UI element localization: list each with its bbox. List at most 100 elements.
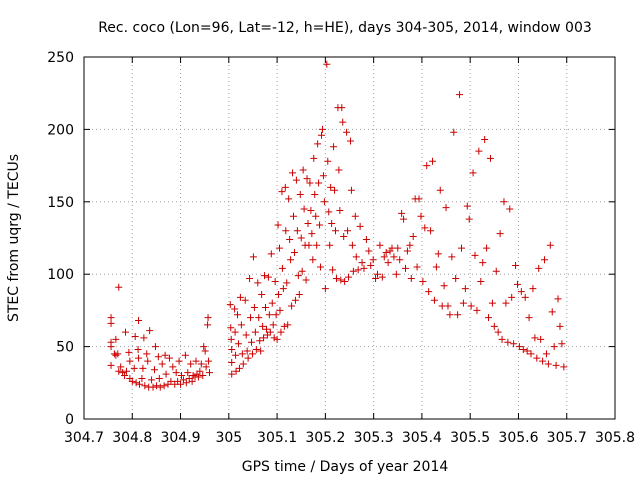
data-point xyxy=(264,273,272,281)
data-point xyxy=(477,277,485,285)
data-point xyxy=(244,354,252,362)
data-point xyxy=(396,256,404,264)
data-point xyxy=(317,263,325,271)
data-point xyxy=(135,317,143,325)
data-point xyxy=(329,266,337,274)
x-axis-label: GPS time / Days of year 2014 xyxy=(242,459,449,475)
data-point xyxy=(246,275,254,283)
data-point xyxy=(121,372,129,380)
data-point xyxy=(309,256,317,264)
data-point xyxy=(384,259,392,267)
data-point xyxy=(287,256,295,264)
data-point xyxy=(294,272,302,280)
data-point xyxy=(257,347,265,355)
data-point xyxy=(446,311,454,319)
data-point xyxy=(184,369,192,377)
data-point xyxy=(148,376,156,384)
data-point xyxy=(232,367,240,375)
data-point xyxy=(380,253,388,261)
data-point xyxy=(508,293,516,301)
data-point xyxy=(172,369,180,377)
data-point xyxy=(297,234,305,242)
data-point xyxy=(463,202,471,210)
data-point xyxy=(107,343,115,351)
data-point xyxy=(274,221,282,229)
data-point xyxy=(228,370,236,378)
data-point xyxy=(519,345,527,353)
data-point xyxy=(398,209,406,217)
data-point xyxy=(275,290,283,298)
data-point xyxy=(266,328,274,336)
data-point xyxy=(231,328,239,336)
data-point xyxy=(390,253,398,261)
data-point xyxy=(204,314,212,322)
data-point xyxy=(285,195,293,203)
data-point xyxy=(128,377,136,385)
data-point xyxy=(179,376,187,384)
data-point xyxy=(318,125,326,133)
data-point xyxy=(525,314,533,322)
data-point xyxy=(432,263,440,271)
data-point xyxy=(535,264,543,272)
data-point xyxy=(479,259,487,267)
x-tick-label: 305.7 xyxy=(547,430,587,446)
data-point xyxy=(542,350,550,358)
data-point xyxy=(259,322,267,330)
data-point xyxy=(442,204,450,212)
points-layer xyxy=(107,60,568,391)
data-point xyxy=(488,299,496,307)
data-point xyxy=(409,233,417,241)
data-point xyxy=(308,230,316,238)
data-point xyxy=(202,363,210,371)
data-point xyxy=(299,166,307,174)
data-point xyxy=(243,347,251,355)
data-point xyxy=(291,296,299,304)
data-point xyxy=(271,277,279,285)
data-point xyxy=(160,382,168,390)
data-point xyxy=(362,235,370,243)
data-point xyxy=(465,215,473,223)
y-tick-label: 100 xyxy=(47,267,74,283)
data-point xyxy=(311,191,319,199)
data-point xyxy=(261,272,269,280)
data-point xyxy=(135,354,143,362)
data-point xyxy=(185,374,193,382)
data-point xyxy=(307,206,315,214)
data-point xyxy=(290,248,298,256)
data-point xyxy=(161,351,169,359)
data-point xyxy=(314,140,322,148)
data-point xyxy=(533,354,541,362)
data-point xyxy=(515,343,523,351)
data-point xyxy=(196,367,204,375)
data-point xyxy=(326,241,334,249)
data-point xyxy=(290,212,298,220)
data-point xyxy=(164,380,172,388)
data-point xyxy=(281,183,289,191)
data-point xyxy=(194,373,202,381)
data-point xyxy=(256,337,264,345)
x-tick-label: 305.3 xyxy=(354,430,394,446)
data-point xyxy=(154,353,162,361)
data-point xyxy=(304,220,312,228)
data-point xyxy=(288,302,296,310)
x-tick-label: 304.8 xyxy=(112,430,152,446)
data-point xyxy=(324,157,332,165)
data-point xyxy=(425,288,433,296)
data-point xyxy=(295,290,303,298)
data-point xyxy=(132,379,140,387)
x-tick-label: 305.1 xyxy=(257,430,297,446)
data-point xyxy=(234,311,242,319)
data-point xyxy=(320,198,328,206)
data-point xyxy=(360,264,368,272)
data-point xyxy=(319,172,327,180)
data-point xyxy=(306,179,314,187)
data-point xyxy=(270,334,278,342)
data-point xyxy=(165,354,173,362)
data-point xyxy=(187,360,195,368)
data-point xyxy=(321,285,329,293)
data-point xyxy=(498,335,506,343)
data-point xyxy=(550,343,558,351)
data-point xyxy=(138,374,146,382)
data-point xyxy=(276,306,284,314)
data-point xyxy=(310,154,318,162)
